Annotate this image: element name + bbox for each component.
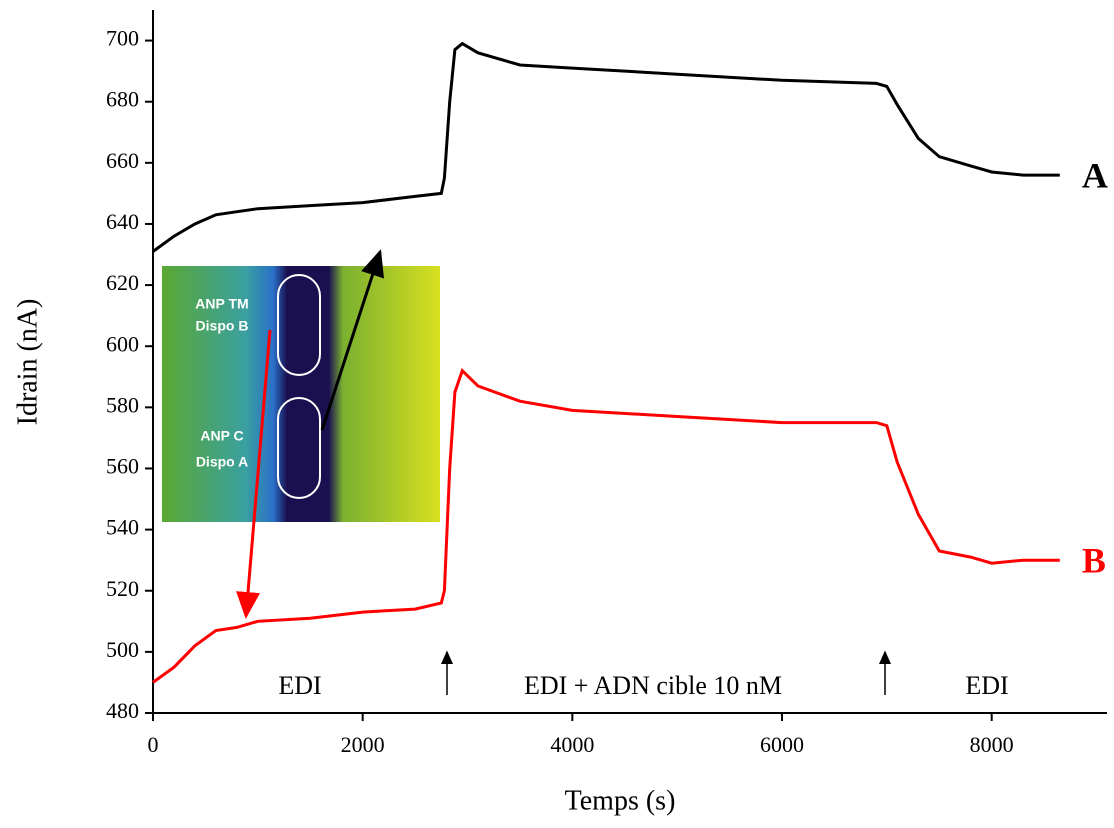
y-tick-label: 600 — [106, 331, 139, 356]
y-tick-label: 540 — [106, 515, 139, 540]
inset-label: Dispo B — [196, 318, 249, 334]
y-tick-label: 640 — [106, 209, 139, 234]
y-tick-label: 580 — [106, 392, 139, 417]
x-tick-label: 6000 — [760, 732, 804, 757]
x-tick-label: 4000 — [550, 732, 594, 757]
series-line — [152, 41, 1060, 253]
pointer-arrow — [236, 329, 272, 619]
pointer-arrow — [320, 249, 384, 431]
y-tick-label: 560 — [106, 454, 139, 479]
y-tick-label: 500 — [106, 637, 139, 662]
series-label: B — [1082, 540, 1106, 580]
inset-image: ANP TM Dispo B ANP C Dispo A — [162, 266, 440, 522]
y-tick-label: 480 — [106, 698, 139, 723]
inset-label: ANP C — [200, 428, 243, 444]
series-label: A — [1082, 155, 1108, 195]
x-tick-label: 0 — [148, 732, 159, 757]
y-axis-title: Idrain (nA) — [12, 299, 43, 426]
y-tick-label: 620 — [106, 270, 139, 295]
y-tick-label: 660 — [106, 148, 139, 173]
inset-label: ANP TM — [195, 296, 248, 312]
y-tick-label: 520 — [106, 576, 139, 601]
x-tick-label: 8000 — [970, 732, 1014, 757]
annotation: EDI — [965, 671, 1008, 700]
inset-label: Dispo A — [196, 454, 248, 470]
y-tick-label: 700 — [106, 26, 139, 51]
annotation: EDI — [278, 671, 321, 700]
series-line — [152, 367, 1060, 684]
y-tick-label: 680 — [106, 87, 139, 112]
x-axis-title: Temps (s) — [565, 785, 676, 816]
x-tick-label: 2000 — [341, 732, 385, 757]
annotation: EDI + ADN cible 10 nM — [524, 671, 782, 700]
